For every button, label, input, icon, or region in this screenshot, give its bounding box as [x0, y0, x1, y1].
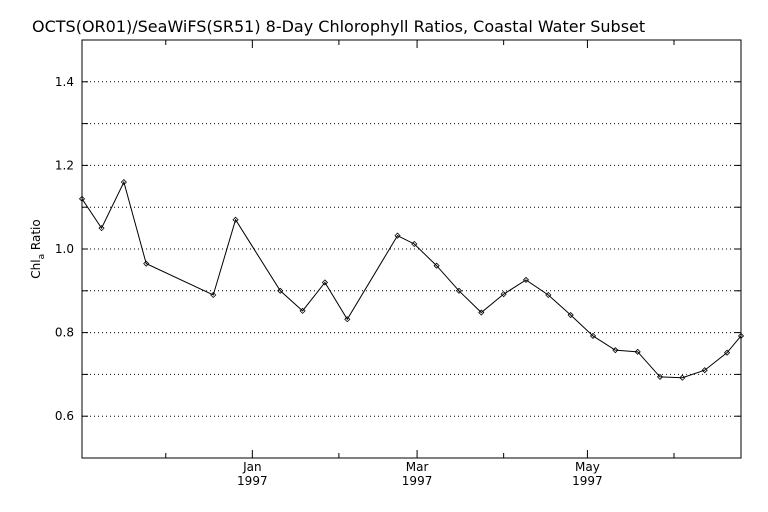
data-point — [634, 348, 641, 355]
data-point — [277, 287, 284, 294]
data-point — [299, 307, 306, 314]
data-point — [737, 332, 745, 340]
y-tick-label: 1.2 — [55, 158, 74, 172]
data-point — [433, 262, 440, 269]
y-axis-label-sub: a — [37, 254, 47, 260]
x-tick-label-year: 1997 — [402, 474, 433, 488]
data-point — [98, 225, 105, 232]
data-point — [522, 276, 530, 283]
y-axis-label: Chla Ratio — [29, 219, 47, 278]
y-tick-label: 1.4 — [55, 75, 74, 89]
y-axis-label-rest: Ratio — [29, 219, 43, 254]
x-tick-label-month: Mar — [406, 460, 429, 474]
data-point — [567, 311, 574, 319]
data-point — [478, 309, 485, 316]
data-point — [500, 291, 507, 298]
series-line — [81, 180, 742, 379]
data-point — [143, 260, 150, 267]
data-point — [210, 291, 217, 299]
y-axis-label-main: Chl — [29, 259, 43, 278]
data-point — [723, 349, 731, 356]
chart-title: OCTS(OR01)/SeaWiFS(SR51) 8-Day Chlorophy… — [32, 17, 645, 36]
data-point — [656, 373, 664, 380]
y-tick-label: 1.0 — [55, 242, 74, 256]
data-point — [411, 240, 418, 248]
data-point — [78, 195, 86, 202]
data-point — [120, 179, 127, 186]
data-point — [455, 287, 463, 294]
data-point — [545, 291, 552, 299]
svg-text:Chla Ratio: Chla Ratio — [29, 219, 47, 278]
y-tick-label: 0.6 — [55, 409, 74, 423]
data-point — [394, 232, 401, 239]
data-point — [612, 347, 619, 354]
x-tick-label-month: Jan — [242, 460, 262, 474]
data-point — [589, 332, 597, 340]
x-tick-label-month: May — [575, 460, 600, 474]
data-point — [344, 316, 351, 323]
x-tick-label-year: 1997 — [237, 474, 268, 488]
y-tick-label: 0.8 — [55, 326, 74, 340]
grid — [82, 81, 741, 417]
data-point — [232, 216, 239, 223]
data-point — [321, 279, 329, 286]
series — [78, 179, 745, 381]
data-point — [679, 374, 686, 381]
x-tick-label-year: 1997 — [572, 474, 603, 488]
data-point — [701, 367, 708, 374]
